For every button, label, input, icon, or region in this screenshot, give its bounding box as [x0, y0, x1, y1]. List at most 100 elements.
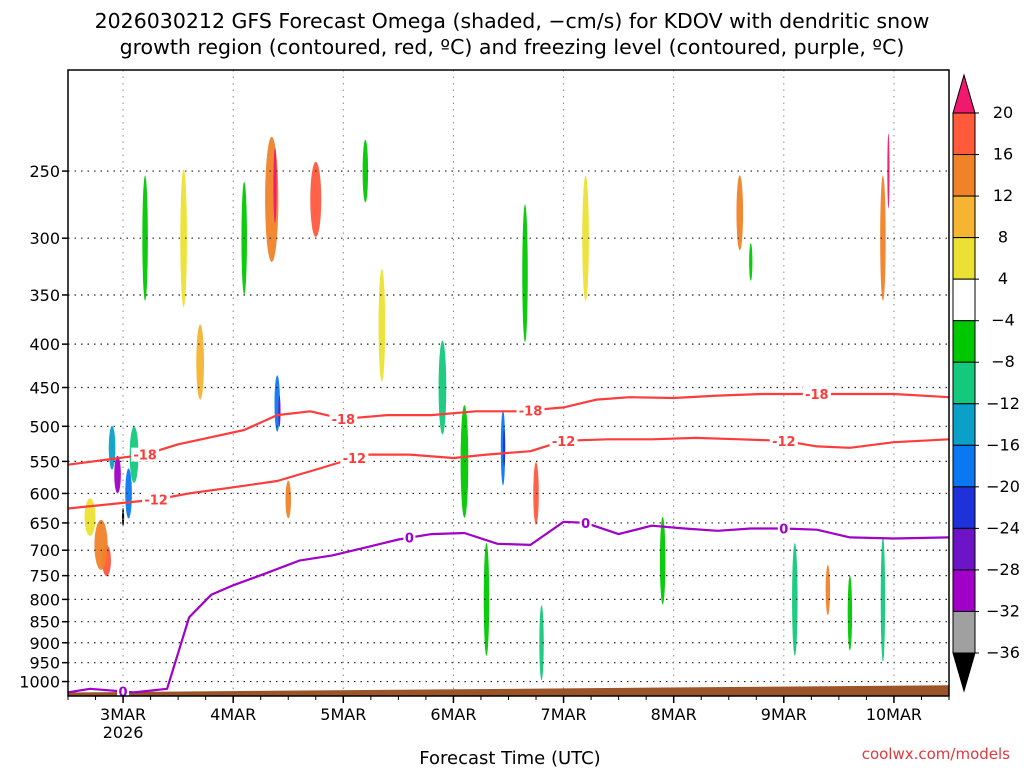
y-tick-label: 900	[29, 634, 60, 653]
contour-label-bg	[142, 492, 171, 507]
omega-blob-37	[880, 536, 886, 662]
contour-label-bg	[329, 411, 358, 426]
omega-shading	[84, 133, 890, 681]
omega-blob-13	[273, 147, 277, 224]
colorbar-swatch	[952, 195, 976, 239]
omega-blob-31	[749, 243, 753, 281]
contour-label-bg	[340, 450, 369, 465]
y-tick-label: 450	[29, 379, 60, 398]
colorbar-label: −32	[986, 601, 1020, 620]
y-tick-label: 600	[29, 484, 60, 503]
colorbar-swatch	[952, 444, 976, 488]
omega-blob-21	[460, 405, 469, 518]
y-tick-label: 850	[29, 613, 60, 632]
colorbar-swatch	[952, 486, 976, 529]
colorbar-label: −28	[986, 560, 1020, 579]
colorbar-label: 20	[993, 103, 1013, 122]
colorbar-swatch	[952, 237, 976, 280]
colorbar-swatch	[952, 154, 976, 197]
contour-label-0-1: -18	[332, 413, 356, 428]
colorbar-label: −36	[986, 643, 1020, 662]
temperature-contours: -18 -18 -18 -18 -12 -12 -12 -12 0 0 0 0	[68, 386, 949, 701]
colorbar-label: 16	[993, 145, 1013, 164]
omega-blob-25	[522, 204, 528, 343]
y-tick-label: 1000	[19, 673, 60, 692]
omega-blob-18	[362, 139, 369, 203]
terrain-surface	[68, 685, 949, 696]
gridlines	[68, 70, 949, 696]
colorbar-swatch	[952, 112, 976, 156]
colorbar-label: −24	[986, 518, 1020, 537]
y-tick-label: 750	[29, 567, 60, 586]
plot-area	[68, 70, 949, 696]
omega-blob-27	[539, 605, 544, 681]
omega-blob-34	[847, 575, 853, 651]
omega-blob-8	[142, 175, 148, 301]
y-tick-label: 500	[29, 417, 60, 436]
contour-label-2-0: 0	[119, 686, 128, 701]
y-tick-label: 350	[29, 286, 60, 305]
omega-blob-29	[659, 516, 666, 605]
omega-blob-32	[792, 543, 798, 656]
y-tick-label: 300	[29, 229, 60, 248]
contour-line-0	[68, 392, 949, 466]
colorbar-top-arrow	[952, 73, 976, 114]
omega-blob-6	[125, 468, 132, 519]
x-tick-label: 7MAR	[541, 705, 587, 724]
omega-blob-5	[121, 507, 125, 527]
colorbar-swatch	[952, 278, 976, 322]
omega-blob-19	[378, 268, 386, 382]
contour-label-bg	[516, 403, 545, 418]
omega-blob-22	[483, 543, 490, 656]
colorbar-label: 8	[998, 228, 1008, 247]
colorbar-label: −8	[991, 352, 1015, 371]
colorbar-label: −12	[986, 394, 1020, 413]
contour-label-2-2: 0	[581, 517, 590, 532]
colorbar-label: −16	[986, 435, 1020, 454]
colorbar-label: 12	[993, 186, 1013, 205]
colorbar-bottom-arrow	[952, 652, 976, 693]
y-tick-label: 950	[29, 654, 60, 673]
contour-label-bg	[403, 530, 416, 545]
omega-blob-10	[196, 324, 205, 400]
contour-label-1-3: -12	[772, 435, 796, 450]
colorbar-swatch	[952, 361, 976, 405]
colorbar-label: −4	[991, 311, 1015, 330]
omega-blob-0	[84, 498, 96, 536]
omega-blob-33	[825, 565, 831, 616]
contour-label-bg	[549, 433, 578, 448]
omega-blob-23	[500, 410, 506, 486]
omega-blob-15	[278, 395, 281, 427]
contour-label-2-3: 0	[779, 523, 788, 538]
colorbar-swatch	[952, 610, 976, 654]
y-tick-label: 400	[29, 335, 60, 354]
contour-label-bg	[117, 684, 130, 696]
chart-title-line1: 2026030212 GFS Forecast Omega (shaded, −…	[95, 9, 930, 33]
x-tick-label: 4MAR	[210, 705, 256, 724]
y-tick-label: 800	[29, 590, 60, 609]
colorbar-label: 4	[998, 269, 1008, 288]
omega-blob-4	[114, 455, 121, 494]
y-tick-label: 650	[29, 514, 60, 533]
contour-line-1	[68, 436, 949, 510]
x-tick-label: 6MAR	[430, 705, 476, 724]
x-tick-label: 9MAR	[761, 705, 807, 724]
contour-label-bg	[802, 386, 831, 401]
omega-blob-17	[310, 161, 322, 237]
contour-label-0-2: -18	[519, 404, 543, 419]
colorbar-swatch	[952, 569, 976, 612]
x-tick-label: 5MAR	[320, 705, 366, 724]
omega-blob-9	[180, 169, 187, 308]
y-axis: 250 300 350 400 450 500 550 600 650 700 750 800 850 9…	[19, 162, 68, 692]
y-tick-label: 250	[29, 162, 60, 181]
contour-label-0-0: -18	[133, 449, 157, 464]
credit-link[interactable]: coolwx.com/models	[862, 745, 1010, 763]
contour-label-1-2: -12	[552, 435, 576, 450]
contour-label-0-3: -18	[805, 388, 829, 403]
contour-label-1-1: -12	[343, 452, 367, 467]
y-tick-label: 700	[29, 541, 60, 560]
omega-blob-20	[438, 340, 447, 435]
omega-blob-28	[582, 175, 589, 301]
omega-blob-16	[285, 480, 292, 519]
